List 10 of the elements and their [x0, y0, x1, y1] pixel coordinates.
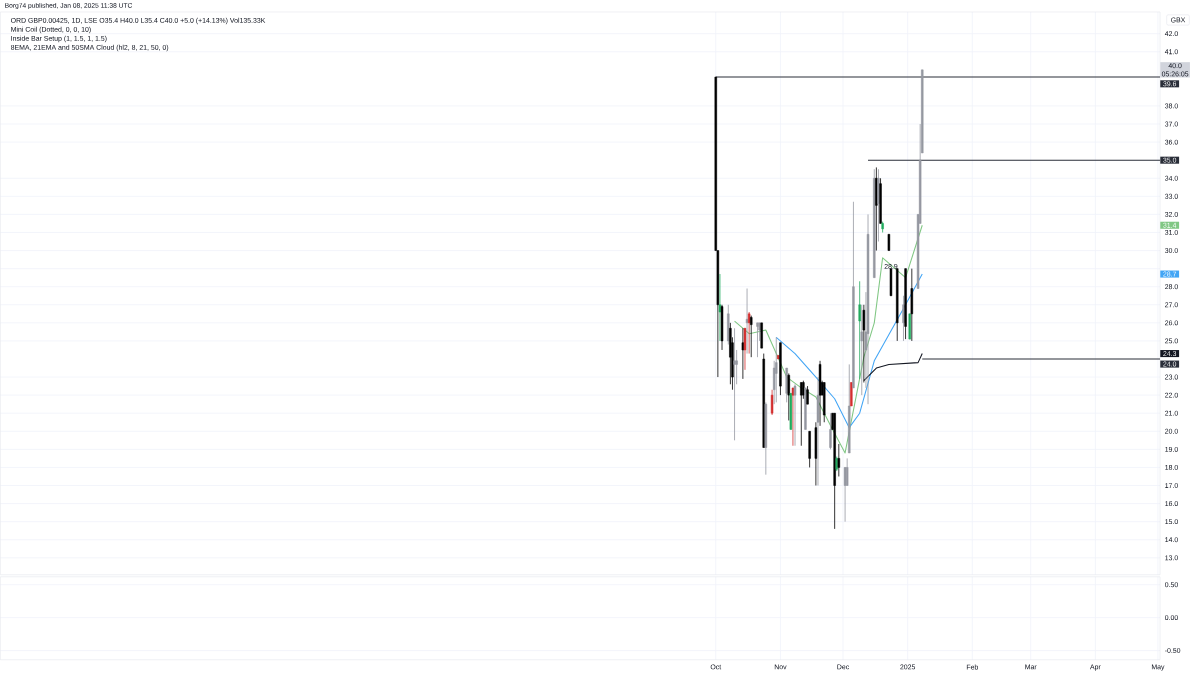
- candlestick: [850, 382, 853, 407]
- candlestick: [793, 384, 797, 447]
- candlestick: [756, 322, 759, 358]
- candlestick: [750, 315, 753, 358]
- candlestick: [806, 385, 809, 405]
- candlestick: [741, 327, 745, 380]
- candlestick: [800, 382, 803, 447]
- candlestick: [770, 389, 774, 416]
- line-series: [775, 273, 923, 429]
- line-series: [734, 224, 923, 454]
